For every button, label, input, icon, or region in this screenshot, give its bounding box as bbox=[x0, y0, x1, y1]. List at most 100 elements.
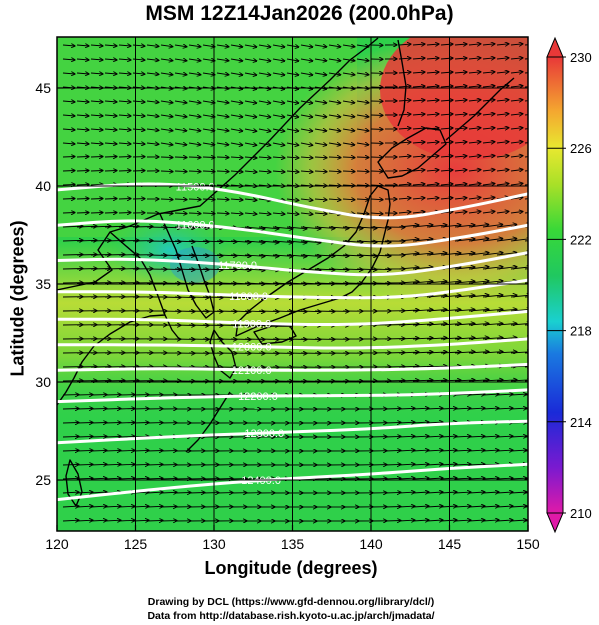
wind-vector-arrow bbox=[510, 408, 527, 409]
wind-vector-arrow bbox=[76, 115, 89, 116]
wind-vector-arrow bbox=[524, 170, 528, 172]
wind-vector-arrow bbox=[90, 436, 107, 437]
wind-vector-arrow bbox=[468, 100, 481, 101]
wind-vector-arrow bbox=[328, 157, 341, 158]
wind-vector-arrow bbox=[188, 73, 201, 75]
wind-vector-arrow bbox=[328, 101, 341, 103]
wind-vector-arrow bbox=[468, 86, 481, 87]
wind-vector-arrow bbox=[496, 211, 509, 213]
wind-vector-arrow bbox=[132, 73, 145, 74]
wind-vector-arrow bbox=[90, 101, 103, 102]
wind-vector-arrow bbox=[132, 59, 145, 60]
wind-vector-arrow bbox=[370, 157, 383, 158]
wind-vector-arrow bbox=[440, 142, 453, 143]
wind-vector-arrow bbox=[202, 115, 215, 117]
y-tick-label: 45 bbox=[35, 80, 51, 96]
wind-vector-arrow bbox=[356, 199, 369, 200]
wind-vector-arrow bbox=[398, 72, 411, 73]
wind-vector-arrow bbox=[496, 323, 517, 325]
wind-vector-arrow bbox=[118, 143, 131, 144]
wind-vector-arrow bbox=[510, 212, 523, 214]
wind-vector-arrow bbox=[76, 157, 89, 158]
wind-vector-arrow bbox=[398, 239, 419, 241]
wind-vector-arrow bbox=[412, 281, 433, 283]
wind-vector-arrow bbox=[384, 422, 401, 423]
contour-label: 12200.0 bbox=[238, 391, 278, 403]
wind-vector-arrow bbox=[524, 114, 528, 116]
wind-vector-arrow bbox=[230, 101, 243, 103]
wind-vector-arrow bbox=[146, 478, 163, 479]
wind-vector-arrow bbox=[398, 156, 411, 157]
wind-vector-arrow bbox=[496, 58, 509, 59]
wind-vector-arrow bbox=[426, 492, 443, 493]
wind-vector-arrow bbox=[482, 253, 503, 256]
wind-vector-arrow bbox=[468, 281, 489, 283]
wind-vector-arrow bbox=[496, 492, 513, 493]
wind-vector-arrow bbox=[356, 129, 369, 131]
wind-vector-arrow bbox=[230, 199, 243, 200]
wind-vector-arrow bbox=[104, 436, 121, 437]
wind-vector-arrow bbox=[202, 269, 223, 270]
wind-vector-arrow bbox=[468, 170, 481, 171]
wind-vector-arrow bbox=[482, 114, 495, 115]
wind-vector-arrow bbox=[426, 366, 447, 367]
colorbar-tick-label: 226 bbox=[570, 141, 592, 156]
wind-vector-arrow bbox=[510, 128, 523, 129]
wind-vector-arrow bbox=[412, 506, 429, 507]
height-contour-line bbox=[57, 337, 528, 350]
wind-vector-arrow bbox=[510, 156, 523, 157]
wind-vector-arrow bbox=[90, 129, 103, 130]
wind-vector-arrow bbox=[160, 73, 173, 75]
wind-vector-arrow bbox=[76, 59, 89, 60]
wind-vector-arrow bbox=[230, 311, 251, 312]
wind-vector-arrow bbox=[412, 464, 429, 465]
wind-vector-arrow bbox=[482, 44, 495, 45]
wind-vector-arrow bbox=[496, 408, 513, 409]
wind-vector-arrow bbox=[104, 409, 121, 410]
wind-vector-arrow bbox=[118, 409, 135, 410]
wind-vector-arrow bbox=[90, 409, 107, 410]
wind-vector-arrow bbox=[482, 309, 503, 311]
wind-vector-arrow bbox=[412, 324, 433, 325]
wind-vector-arrow bbox=[384, 464, 401, 465]
wind-vector-arrow bbox=[398, 464, 415, 465]
wind-vector-arrow bbox=[468, 464, 485, 465]
wind-vector-arrow bbox=[328, 143, 341, 145]
wind-vector-arrow bbox=[230, 129, 243, 131]
wind-vector-arrow bbox=[482, 58, 495, 59]
wind-vector-arrow bbox=[272, 45, 285, 47]
wind-vector-arrow bbox=[398, 310, 419, 311]
wind-vector-arrow bbox=[412, 100, 425, 101]
wind-vector-arrow bbox=[230, 269, 251, 270]
x-tick-label: 135 bbox=[281, 536, 305, 552]
wind-vector-arrow bbox=[440, 170, 453, 171]
wind-vector-arrow bbox=[174, 101, 187, 103]
wind-vector-arrow bbox=[300, 157, 313, 158]
wind-vector-arrow bbox=[342, 101, 355, 103]
wind-vector-arrow bbox=[188, 101, 201, 103]
wind-vector-arrow bbox=[524, 198, 528, 200]
wind-vector-arrow bbox=[510, 100, 523, 101]
y-tick-label: 30 bbox=[35, 374, 51, 390]
wind-vector-arrow bbox=[440, 72, 453, 73]
wind-vector-arrow bbox=[482, 156, 495, 157]
wind-vector-arrow bbox=[510, 142, 523, 143]
wind-vector-arrow bbox=[482, 408, 499, 409]
wind-vector-arrow bbox=[258, 45, 271, 47]
wind-vector-arrow bbox=[258, 143, 271, 145]
wind-vector-arrow bbox=[510, 394, 527, 395]
wind-vector-arrow bbox=[468, 323, 489, 325]
wind-vector-arrow bbox=[412, 380, 433, 381]
wind-vector-arrow bbox=[384, 436, 401, 437]
wind-vector-arrow bbox=[160, 241, 181, 242]
wind-vector-arrow bbox=[216, 59, 229, 61]
wind-vector-arrow bbox=[496, 478, 513, 479]
wind-vector-arrow bbox=[258, 241, 279, 243]
wind-vector-arrow bbox=[216, 101, 229, 103]
wind-vector-arrow bbox=[440, 58, 453, 59]
wind-vector-arrow bbox=[454, 225, 475, 227]
wind-vector-arrow bbox=[398, 86, 411, 87]
wind-vector-arrow bbox=[62, 478, 79, 479]
wind-vector-arrow bbox=[104, 115, 117, 116]
wind-vector-arrow bbox=[468, 408, 485, 409]
